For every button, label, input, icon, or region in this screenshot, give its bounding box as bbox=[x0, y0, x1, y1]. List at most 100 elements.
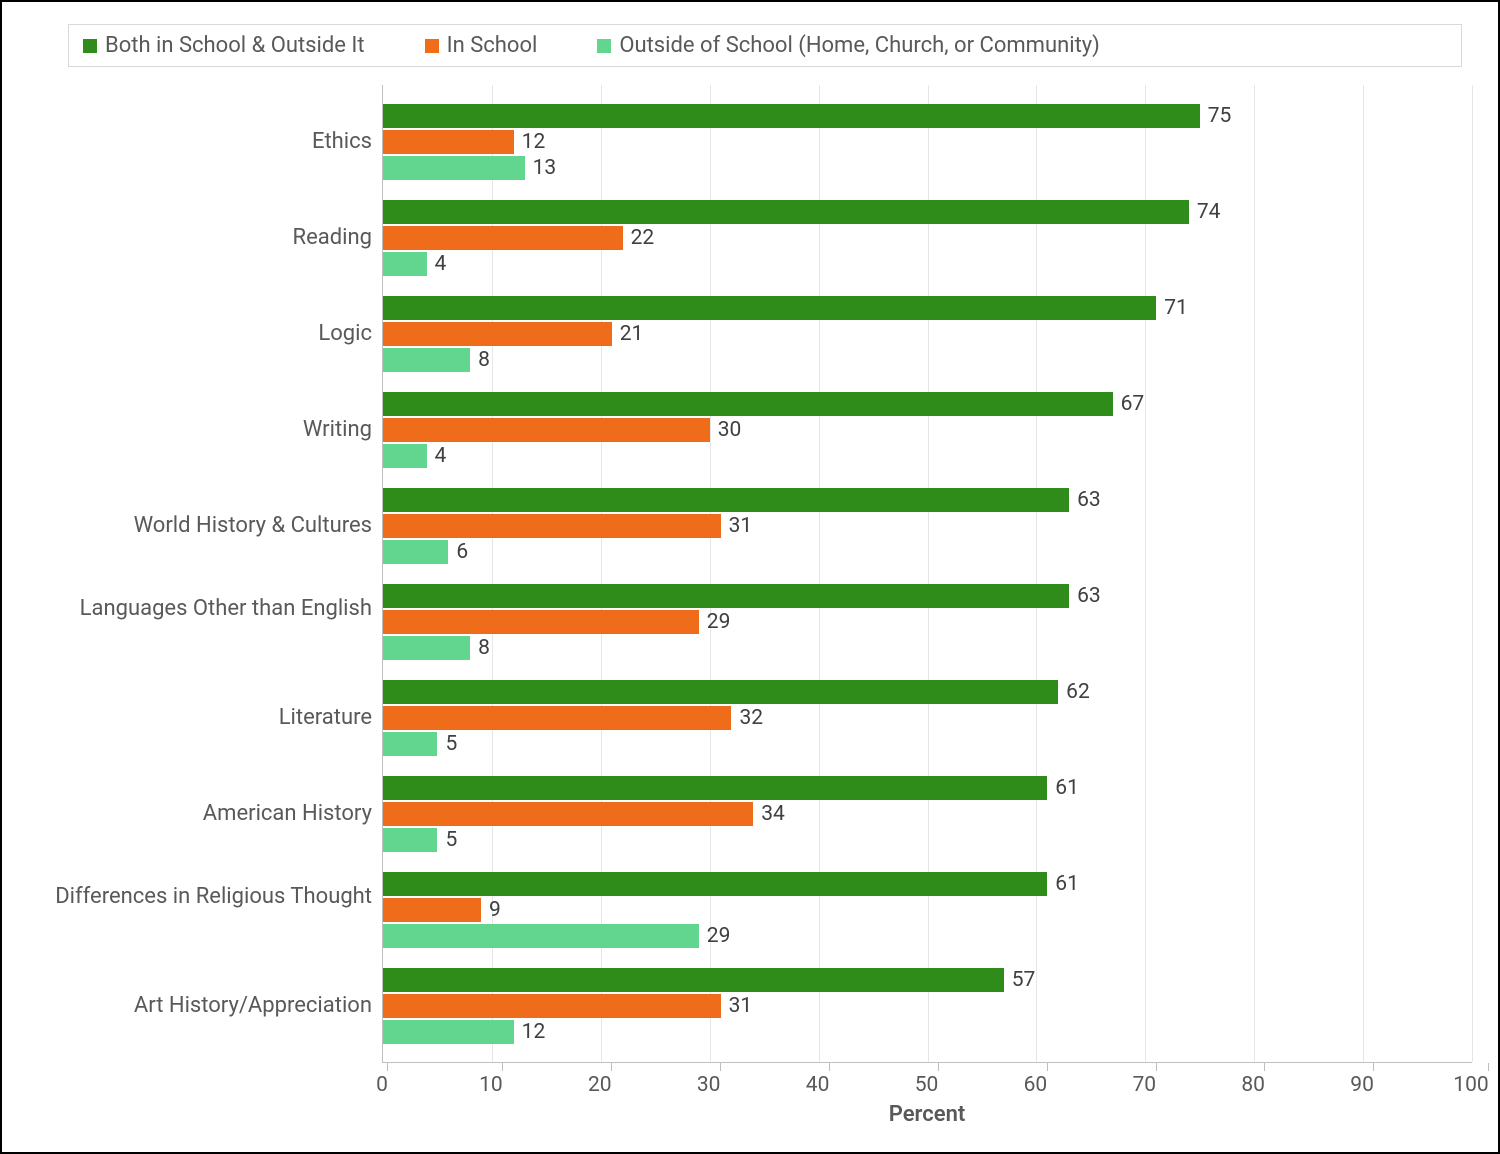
chart-body: Ethics Reading Logic Writing World History &… bbox=[32, 85, 1472, 1127]
gridline bbox=[1145, 85, 1146, 1062]
gridline bbox=[1036, 85, 1037, 1062]
x-tick: 0 bbox=[382, 1063, 394, 1097]
legend: Both in School & Outside It In School Outs… bbox=[68, 24, 1462, 67]
bar-value-label: 74 bbox=[1197, 200, 1221, 224]
category-label: Art History/Appreciation bbox=[42, 993, 372, 1018]
bar-value-label: 71 bbox=[1164, 296, 1188, 320]
bar bbox=[383, 348, 470, 372]
bar-value-label: 9 bbox=[489, 898, 501, 922]
bar bbox=[383, 802, 753, 826]
bar-value-label: 6 bbox=[456, 540, 468, 564]
bar bbox=[383, 994, 721, 1018]
x-tick: 40 bbox=[818, 1063, 842, 1097]
bar-value-label: 32 bbox=[739, 706, 763, 730]
bar bbox=[383, 776, 1047, 800]
bar bbox=[383, 252, 427, 276]
legend-label: Outside of School (Home, Church, or Comm… bbox=[619, 33, 1100, 58]
bar-value-label: 5 bbox=[445, 828, 457, 852]
bar-value-label: 63 bbox=[1077, 584, 1101, 608]
x-tick: 80 bbox=[1253, 1063, 1277, 1097]
x-tick: 50 bbox=[927, 1063, 951, 1097]
x-tick: 60 bbox=[1035, 1063, 1059, 1097]
x-tick-label: 20 bbox=[588, 1073, 612, 1097]
bar-value-label: 12 bbox=[522, 1020, 546, 1044]
legend-item: Outside of School (Home, Church, or Comm… bbox=[597, 33, 1100, 58]
bar-value-label: 67 bbox=[1121, 392, 1145, 416]
bar-value-label: 29 bbox=[707, 610, 731, 634]
bar bbox=[383, 680, 1058, 704]
bar-value-label: 31 bbox=[729, 514, 753, 538]
x-tick-label: 90 bbox=[1350, 1073, 1374, 1097]
x-tick: 10 bbox=[491, 1063, 515, 1097]
bar-value-label: 30 bbox=[718, 418, 742, 442]
bar bbox=[383, 610, 699, 634]
bar bbox=[383, 226, 623, 250]
x-tick-label: 60 bbox=[1024, 1073, 1048, 1097]
bar bbox=[383, 898, 481, 922]
bar bbox=[383, 968, 1004, 992]
legend-item: In School bbox=[425, 33, 538, 58]
category-label: Reading bbox=[42, 225, 372, 250]
bar bbox=[383, 392, 1113, 416]
bar bbox=[383, 130, 514, 154]
legend-item: Both in School & Outside It bbox=[83, 33, 365, 58]
bar bbox=[383, 872, 1047, 896]
category-label: Literature bbox=[42, 705, 372, 730]
bar-value-label: 21 bbox=[620, 322, 644, 346]
bar-value-label: 4 bbox=[435, 252, 447, 276]
gridline bbox=[710, 85, 711, 1062]
legend-swatch bbox=[425, 39, 439, 53]
bar-value-label: 5 bbox=[445, 732, 457, 756]
x-tick-label: 40 bbox=[806, 1073, 830, 1097]
y-axis-labels: Ethics Reading Logic Writing World History &… bbox=[32, 85, 382, 1127]
category-label: Ethics bbox=[42, 129, 372, 154]
bar-value-label: 63 bbox=[1077, 488, 1101, 512]
bar bbox=[383, 488, 1069, 512]
chart-container: Both in School & Outside It In School Outs… bbox=[0, 0, 1500, 1154]
category-label: Languages Other than English bbox=[42, 596, 372, 621]
bar-value-label: 75 bbox=[1208, 104, 1232, 128]
bar-value-label: 61 bbox=[1055, 872, 1079, 896]
x-tick: 30 bbox=[709, 1063, 733, 1097]
x-tick: 20 bbox=[600, 1063, 624, 1097]
legend-swatch bbox=[597, 39, 611, 53]
bar-value-label: 8 bbox=[478, 636, 490, 660]
x-tick-label: 50 bbox=[915, 1073, 939, 1097]
bar bbox=[383, 444, 427, 468]
bar-value-label: 22 bbox=[631, 226, 655, 250]
bar bbox=[383, 924, 699, 948]
bar-value-label: 8 bbox=[478, 348, 490, 372]
plot-area: 7512137422471218673046331663298623256134… bbox=[382, 85, 1472, 1063]
bar bbox=[383, 540, 448, 564]
bar bbox=[383, 296, 1156, 320]
bar-value-label: 13 bbox=[533, 156, 557, 180]
x-tick-label: 100 bbox=[1453, 1073, 1488, 1097]
bar-value-label: 12 bbox=[522, 130, 546, 154]
bar-value-label: 34 bbox=[761, 802, 785, 826]
gridline bbox=[928, 85, 929, 1062]
x-tick: 90 bbox=[1362, 1063, 1386, 1097]
bar-value-label: 4 bbox=[435, 444, 447, 468]
legend-label: Both in School & Outside It bbox=[105, 33, 365, 58]
legend-label: In School bbox=[447, 33, 538, 58]
bar bbox=[383, 104, 1200, 128]
bar-value-label: 62 bbox=[1066, 680, 1090, 704]
category-label: Logic bbox=[42, 321, 372, 346]
x-tick-label: 30 bbox=[697, 1073, 721, 1097]
bar bbox=[383, 584, 1069, 608]
bar bbox=[383, 1020, 514, 1044]
category-label: American History bbox=[42, 801, 372, 826]
bar-value-label: 61 bbox=[1055, 776, 1079, 800]
x-axis: Percent 0102030405060708090100 bbox=[382, 1063, 1472, 1127]
bar bbox=[383, 418, 710, 442]
x-tick: 100 bbox=[1471, 1063, 1500, 1097]
x-tick-label: 70 bbox=[1132, 1073, 1156, 1097]
category-label: Writing bbox=[42, 417, 372, 442]
gridline bbox=[1254, 85, 1255, 1062]
category-label: World History & Cultures bbox=[42, 513, 372, 538]
x-tick-label: 10 bbox=[479, 1073, 503, 1097]
category-label: Differences in Religious Thought bbox=[42, 884, 372, 909]
bar bbox=[383, 200, 1189, 224]
x-tick-label: 0 bbox=[376, 1073, 388, 1097]
x-axis-title: Percent bbox=[889, 1102, 966, 1127]
